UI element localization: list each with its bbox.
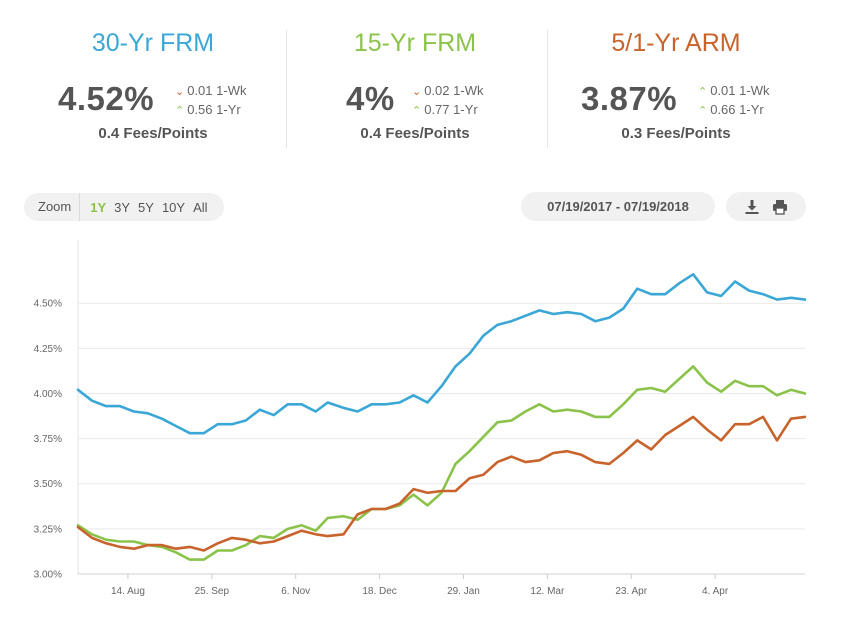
zoom-option-5y[interactable]: 5Y	[138, 199, 154, 215]
x-tick-label: 29. Jan	[447, 586, 480, 597]
change-year: 0.77 1-Yr	[424, 102, 478, 117]
y-tick-label: 3.00%	[34, 570, 62, 581]
zoom-label: Zoom	[24, 193, 81, 221]
chevron-up-icon: ⌃	[412, 105, 422, 117]
zoom-option-3y[interactable]: 3Y	[114, 199, 131, 215]
series-line-arm51	[76, 415, 807, 552]
divider	[547, 30, 548, 148]
change-week: 0.02 1-Wk	[424, 83, 484, 98]
change-week: 0.01 1-Wk	[710, 83, 770, 98]
y-tick-label: 4.00%	[34, 389, 62, 400]
x-tick-label: 25. Sep	[195, 586, 230, 597]
chevron-up-icon: ⌃	[175, 105, 185, 117]
zoom-selector: Zoom 1Y 3Y 5Y 10Y All	[24, 193, 224, 221]
rate-card-15yr: 15-Yr FRM 4% ⌄ 0.02 1-Wk ⌃ 0.77 1-Yr 0.4 F…	[285, 28, 545, 153]
mortgage-rate-chart: 3.00% 3.25% 3.50% 3.75% 4.00% 4.25% 4.50% 14. …	[34, 240, 807, 597]
rate-value: 4.52%	[58, 80, 155, 117]
x-axis: 14. Aug 25. Sep 6. Nov 18. Dec 29. Jan 12. Ma…	[111, 574, 729, 597]
x-tick-label: 12. Mar	[530, 586, 565, 597]
change-year: 0.66 1-Yr	[710, 102, 764, 117]
fees-points: 0.4 Fees/Points	[360, 125, 470, 142]
rate-changes: ⌄ 0.01 1-Wk ⌃ 0.56 1-Yr	[175, 82, 246, 120]
rate-summary: 30-Yr FRM 4.52% ⌄ 0.01 1-Wk ⌃ 0.56 1-Yr 0.…	[0, 0, 847, 160]
zoom-option-all[interactable]: All	[193, 199, 208, 215]
rate-changes: ⌃ 0.01 1-Wk ⌃ 0.66 1-Yr	[698, 82, 769, 120]
y-tick-label: 4.25%	[34, 344, 62, 355]
chevron-down-icon: ⌄	[175, 86, 185, 98]
rate-changes: ⌄ 0.02 1-Wk ⌃ 0.77 1-Yr	[412, 82, 483, 120]
x-tick-label: 14. Aug	[111, 586, 145, 597]
y-tick-label: 3.25%	[34, 524, 62, 535]
rate-value: 3.87%	[581, 80, 678, 117]
chart-tools	[726, 192, 806, 221]
zoom-option-10y[interactable]: 10Y	[161, 199, 186, 215]
rate-card-30yr: 30-Yr FRM 4.52% ⌄ 0.01 1-Wk ⌃ 0.56 1-Yr 0.…	[23, 28, 283, 153]
x-tick-label: 18. Dec	[362, 586, 396, 597]
series-line-frm15	[76, 365, 807, 561]
download-icon[interactable]	[744, 199, 760, 215]
y-tick-label: 3.75%	[34, 434, 62, 445]
chart-grid	[77, 240, 805, 575]
x-tick-label: 4. Apr	[702, 586, 729, 597]
rate-value: 4%	[346, 80, 395, 117]
change-year: 0.56 1-Yr	[187, 102, 241, 117]
chevron-up-icon: ⌃	[698, 105, 708, 117]
x-tick-label: 6. Nov	[281, 586, 310, 597]
chevron-down-icon: ⌄	[412, 86, 422, 98]
zoom-option-1y[interactable]: 1Y	[90, 199, 107, 215]
divider	[286, 30, 287, 148]
print-icon[interactable]	[772, 199, 788, 215]
date-range-input[interactable]: 07/19/2017 - 07/19/2018	[521, 192, 715, 221]
rate-title: 5/1-Yr ARM	[611, 29, 741, 57]
y-tick-label: 4.50%	[34, 299, 62, 310]
rate-title: 15-Yr FRM	[353, 29, 477, 57]
rate-card-arm: 5/1-Yr ARM 3.87% ⌃ 0.01 1-Wk ⌃ 0.66 1-Yr 0…	[546, 28, 806, 153]
x-tick-label: 23. Apr	[615, 586, 647, 597]
chart-lines	[76, 272, 807, 561]
fees-points: 0.4 Fees/Points	[98, 125, 208, 142]
change-week: 0.01 1-Wk	[187, 83, 247, 98]
y-tick-label: 3.50%	[34, 479, 62, 490]
chevron-up-icon: ⌃	[698, 86, 708, 98]
series-line-frm30	[76, 272, 807, 435]
y-axis: 3.00% 3.25% 3.50% 3.75% 4.00% 4.25% 4.50%	[34, 299, 62, 581]
rate-title: 30-Yr FRM	[91, 29, 215, 57]
fees-points: 0.3 Fees/Points	[621, 125, 731, 142]
